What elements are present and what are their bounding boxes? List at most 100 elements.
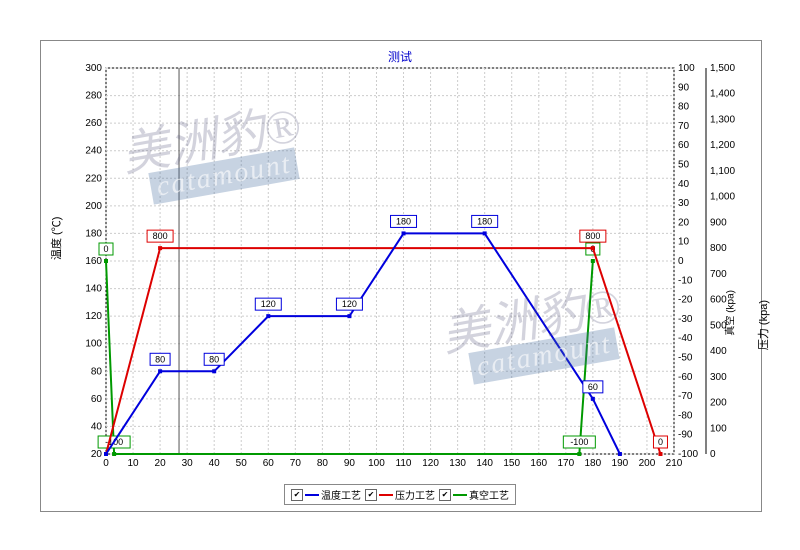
svg-text:80: 80 [91, 366, 103, 377]
svg-text:60: 60 [678, 140, 690, 151]
svg-text:200: 200 [85, 201, 102, 212]
svg-text:20: 20 [155, 458, 167, 469]
svg-text:0: 0 [103, 458, 109, 469]
svg-text:1,200: 1,200 [710, 140, 735, 151]
svg-text:60: 60 [588, 382, 598, 392]
svg-text:50: 50 [678, 160, 690, 171]
svg-text:-30: -30 [678, 314, 693, 325]
legend-item-temperature[interactable]: ✔ 温度工艺 [291, 487, 361, 502]
svg-text:280: 280 [85, 91, 102, 102]
svg-text:-100: -100 [570, 437, 588, 447]
svg-text:800: 800 [153, 231, 168, 241]
svg-text:400: 400 [710, 346, 727, 357]
svg-text:190: 190 [612, 458, 629, 469]
svg-text:20: 20 [678, 217, 690, 228]
svg-text:110: 110 [396, 458, 412, 469]
svg-text:140: 140 [85, 284, 102, 295]
svg-text:90: 90 [344, 458, 356, 469]
svg-text:180: 180 [477, 216, 492, 226]
svg-text:700: 700 [710, 269, 727, 280]
legend-item-pressure[interactable]: ✔ 压力工艺 [365, 487, 435, 502]
svg-text:300: 300 [710, 372, 727, 383]
svg-text:0: 0 [710, 449, 716, 460]
svg-text:90: 90 [678, 82, 690, 93]
svg-text:-100: -100 [678, 449, 698, 460]
svg-text:120: 120 [85, 311, 102, 322]
svg-text:900: 900 [710, 217, 727, 228]
svg-text:300: 300 [85, 63, 102, 74]
svg-text:40: 40 [678, 179, 690, 190]
svg-text:120: 120 [422, 458, 439, 469]
svg-text:-70: -70 [678, 391, 693, 402]
svg-text:-50: -50 [678, 353, 693, 364]
svg-text:260: 260 [85, 118, 102, 129]
svg-text:-20: -20 [678, 295, 693, 306]
svg-text:70: 70 [290, 458, 302, 469]
svg-text:40: 40 [209, 458, 221, 469]
svg-text:120: 120 [261, 299, 276, 309]
svg-text:100: 100 [678, 63, 695, 74]
svg-text:120: 120 [342, 299, 357, 309]
svg-text:160: 160 [530, 458, 547, 469]
svg-text:80: 80 [317, 458, 329, 469]
legend-swatch [453, 494, 467, 496]
svg-text:1,500: 1,500 [710, 63, 735, 74]
svg-text:0: 0 [678, 256, 684, 267]
svg-text:180: 180 [85, 228, 102, 239]
svg-text:100: 100 [368, 458, 385, 469]
svg-text:80: 80 [678, 102, 690, 113]
svg-text:-40: -40 [678, 333, 693, 344]
svg-text:100: 100 [710, 423, 727, 434]
chart-svg: 0102030405060708090100110120130140150160… [40, 40, 760, 510]
svg-text:80: 80 [155, 354, 165, 364]
svg-text:20: 20 [91, 449, 103, 460]
legend: ✔ 温度工艺 ✔ 压力工艺 ✔ 真空工艺 [284, 484, 516, 505]
svg-text:160: 160 [85, 256, 102, 267]
svg-text:180: 180 [585, 458, 602, 469]
svg-text:800: 800 [585, 231, 600, 241]
svg-text:30: 30 [182, 458, 194, 469]
svg-text:-10: -10 [678, 275, 693, 286]
svg-text:-60: -60 [678, 372, 693, 383]
svg-text:40: 40 [91, 421, 103, 432]
svg-text:60: 60 [91, 394, 103, 405]
svg-text:-90: -90 [678, 430, 693, 441]
legend-label: 真空工艺 [469, 487, 509, 502]
svg-text:1,000: 1,000 [710, 192, 735, 203]
svg-text:130: 130 [449, 458, 466, 469]
svg-text:100: 100 [85, 339, 102, 350]
svg-text:10: 10 [678, 237, 690, 248]
svg-text:0: 0 [103, 244, 108, 254]
svg-text:70: 70 [678, 121, 690, 132]
legend-swatch [379, 494, 393, 496]
svg-text:60: 60 [263, 458, 275, 469]
svg-text:200: 200 [710, 398, 727, 409]
checkbox-icon[interactable]: ✔ [291, 489, 303, 501]
svg-text:1,300: 1,300 [710, 114, 735, 125]
svg-text:220: 220 [85, 173, 102, 184]
svg-text:0: 0 [658, 437, 663, 447]
svg-text:50: 50 [236, 458, 248, 469]
svg-text:140: 140 [476, 458, 493, 469]
svg-text:600: 600 [710, 295, 727, 306]
legend-item-vacuum[interactable]: ✔ 真空工艺 [439, 487, 509, 502]
svg-text:-80: -80 [678, 410, 693, 421]
svg-text:200: 200 [639, 458, 656, 469]
svg-text:30: 30 [678, 198, 690, 209]
checkbox-icon[interactable]: ✔ [439, 489, 451, 501]
checkbox-icon[interactable]: ✔ [365, 489, 377, 501]
svg-text:1,400: 1,400 [710, 89, 735, 100]
chart-container: 测试 温度 (℃) 真空 (kpa) 压力 (kpa) 010203040506… [0, 0, 800, 550]
svg-text:10: 10 [127, 458, 139, 469]
svg-text:180: 180 [396, 216, 411, 226]
svg-text:240: 240 [85, 146, 102, 157]
svg-text:500: 500 [710, 320, 727, 331]
legend-label: 压力工艺 [395, 487, 435, 502]
svg-text:170: 170 [557, 458, 574, 469]
legend-label: 温度工艺 [321, 487, 361, 502]
svg-text:150: 150 [503, 458, 520, 469]
svg-text:800: 800 [710, 243, 727, 254]
svg-text:1,100: 1,100 [710, 166, 735, 177]
legend-swatch [305, 494, 319, 496]
svg-text:80: 80 [209, 354, 219, 364]
